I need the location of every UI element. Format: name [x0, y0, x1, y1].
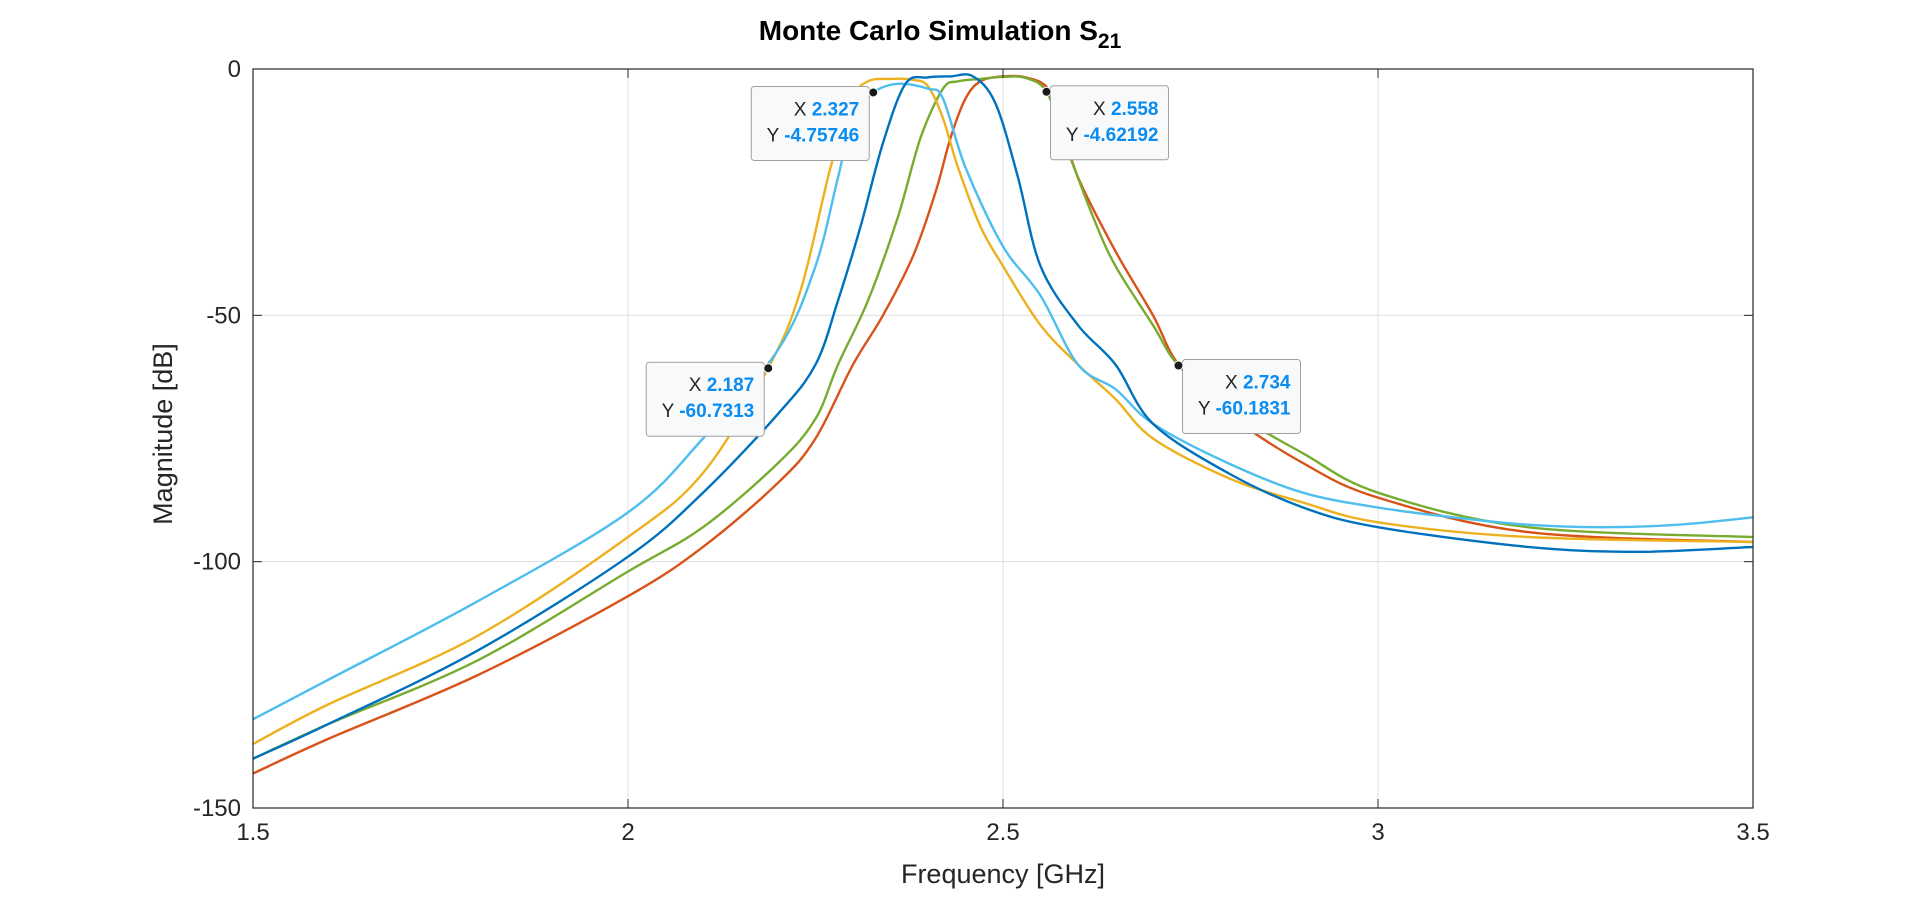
datatip-y-row: Y -4.62192 — [1066, 125, 1159, 146]
x-tick-label: 3 — [1371, 819, 1384, 846]
y-tick-label: -100 — [193, 549, 241, 576]
datatip-y-row: Y -4.75746 — [767, 125, 860, 146]
datatips: X 2.327 Y -4.75746 X 2.558 Y -4.62192 X 2.18… — [645, 85, 1301, 437]
x-tick-label: 2.5 — [986, 819, 1019, 846]
datatip-y-value: -4.75746 — [784, 125, 859, 146]
datatip-y-row: Y -60.7313 — [662, 401, 755, 422]
datatip-box — [1050, 85, 1169, 161]
datatip-x-key: X — [689, 375, 707, 396]
datatip-x-value: 2.187 — [707, 375, 755, 396]
x-tick-label: 1.5 — [236, 819, 269, 846]
datatip-box — [1182, 359, 1301, 435]
datatip-box — [750, 85, 870, 161]
axis-ticks: 1.5 2 2.5 3 3.5 0 -50 -100 -150 — [193, 56, 1770, 846]
datatip-box — [645, 361, 765, 437]
datatip-y-value: -4.62192 — [1083, 125, 1158, 146]
datatip-x-key: X — [794, 99, 812, 120]
datatip: X 2.187 Y -60.7313 — [645, 361, 774, 437]
series-line-5 — [252, 73, 1754, 760]
series-line-4 — [252, 82, 1754, 721]
datatip: X 2.734 Y -60.1831 — [1173, 359, 1301, 435]
datatip-x-value: 2.734 — [1243, 373, 1291, 394]
chart-title-subscript: 21 — [1098, 30, 1122, 53]
datatip-y-row: Y -60.1831 — [1198, 399, 1291, 420]
chart-title-main: Monte Carlo Simulation S — [759, 15, 1098, 46]
x-axis-label: Frequency [GHz] — [901, 859, 1105, 889]
datatip-y-key: Y — [1198, 399, 1216, 420]
datatip-x-row: X 2.327 — [794, 99, 860, 120]
datatip-y-key: Y — [767, 125, 785, 146]
y-tick-label: -150 — [193, 795, 241, 822]
datatip-x-value: 2.558 — [1111, 99, 1159, 120]
datatip-x-key: X — [1225, 373, 1243, 394]
datatip-y-key: Y — [662, 401, 680, 422]
x-tick-label: 3.5 — [1736, 819, 1769, 846]
datatip: X 2.558 Y -4.62192 — [1041, 85, 1169, 161]
datatip-x-row: X 2.558 — [1093, 99, 1159, 120]
y-tick-label: -50 — [206, 302, 241, 329]
y-tick-label: 0 — [228, 56, 241, 83]
plot-series — [252, 73, 1754, 775]
datatip-y-value: -60.7313 — [679, 401, 754, 422]
x-tick-label: 2 — [621, 819, 634, 846]
datatip-marker — [868, 87, 879, 98]
datatip-marker — [1173, 360, 1184, 371]
datatip-y-key: Y — [1066, 125, 1084, 146]
datatip: X 2.327 Y -4.75746 — [750, 85, 879, 161]
datatip-x-row: X 2.734 — [1225, 373, 1291, 394]
datatip-marker — [1041, 86, 1052, 97]
datatip-x-value: 2.327 — [812, 99, 860, 120]
datatip-x-key: X — [1093, 99, 1111, 120]
datatip-marker — [763, 363, 774, 374]
chart-title: Monte Carlo Simulation S21 — [759, 15, 1122, 53]
datatip-y-value: -60.1831 — [1215, 399, 1290, 420]
datatip-x-row: X 2.187 — [689, 375, 755, 396]
y-axis-label: Magnitude [dB] — [148, 343, 178, 525]
